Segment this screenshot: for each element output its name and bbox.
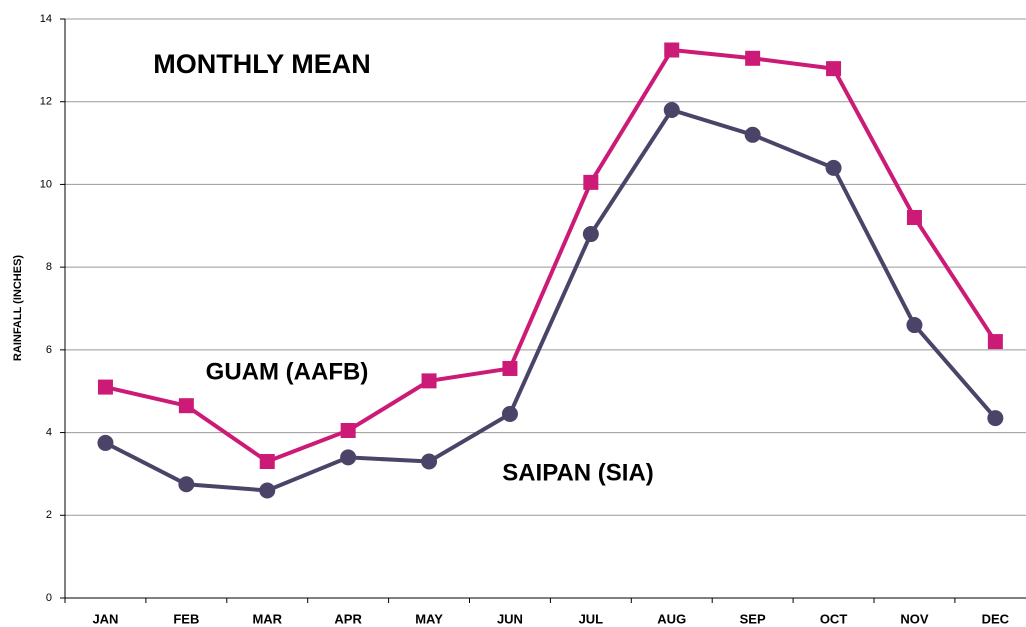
marker bbox=[97, 379, 113, 395]
y-tick-label: 12 bbox=[40, 96, 52, 108]
marker bbox=[583, 174, 599, 190]
y-tick-label: 4 bbox=[46, 426, 52, 438]
marker bbox=[664, 42, 680, 58]
series-label: GUAM (AAFB) bbox=[206, 358, 369, 385]
marker bbox=[340, 449, 357, 466]
marker bbox=[906, 317, 923, 334]
marker bbox=[663, 101, 680, 118]
marker bbox=[745, 50, 761, 66]
marker bbox=[501, 405, 518, 422]
marker bbox=[582, 226, 599, 243]
marker bbox=[987, 410, 1004, 427]
x-tick-label: JUN bbox=[497, 611, 523, 626]
y-axis-label: RAINFALL (INCHES) bbox=[12, 255, 24, 361]
y-tick-label: 0 bbox=[46, 592, 52, 604]
marker bbox=[421, 453, 438, 470]
marker bbox=[178, 398, 194, 414]
marker bbox=[987, 334, 1003, 350]
y-tick-label: 8 bbox=[46, 261, 52, 273]
x-tick-label: JAN bbox=[92, 611, 118, 626]
y-tick-label: 2 bbox=[46, 509, 52, 521]
marker bbox=[502, 360, 518, 376]
marker bbox=[97, 434, 114, 451]
x-tick-label: FEB bbox=[173, 611, 199, 626]
marker bbox=[340, 423, 356, 439]
marker bbox=[826, 61, 842, 77]
marker bbox=[906, 210, 922, 226]
marker bbox=[825, 159, 842, 176]
x-tick-label: JUL bbox=[579, 611, 604, 626]
x-tick-label: AUG bbox=[657, 611, 686, 626]
y-tick-label: 10 bbox=[40, 178, 52, 190]
marker bbox=[259, 482, 276, 499]
series-label: SAIPAN (SIA) bbox=[502, 459, 654, 486]
series-line bbox=[104, 107, 997, 493]
chart-title: MONTHLY MEAN bbox=[153, 49, 371, 79]
x-tick-label: MAR bbox=[252, 611, 282, 626]
x-tick-label: DEC bbox=[982, 611, 1010, 626]
x-tick-label: APR bbox=[334, 611, 362, 626]
marker bbox=[744, 126, 761, 143]
x-tick-label: NOV bbox=[900, 611, 929, 626]
x-tick-label: MAY bbox=[415, 611, 443, 626]
y-tick-label: 14 bbox=[40, 13, 52, 25]
series-line bbox=[105, 47, 998, 464]
x-tick-label: SEP bbox=[740, 611, 766, 626]
marker bbox=[421, 373, 437, 389]
y-tick-label: 6 bbox=[46, 344, 52, 356]
x-tick-label: OCT bbox=[820, 611, 848, 626]
marker bbox=[178, 476, 195, 493]
marker bbox=[259, 454, 275, 470]
